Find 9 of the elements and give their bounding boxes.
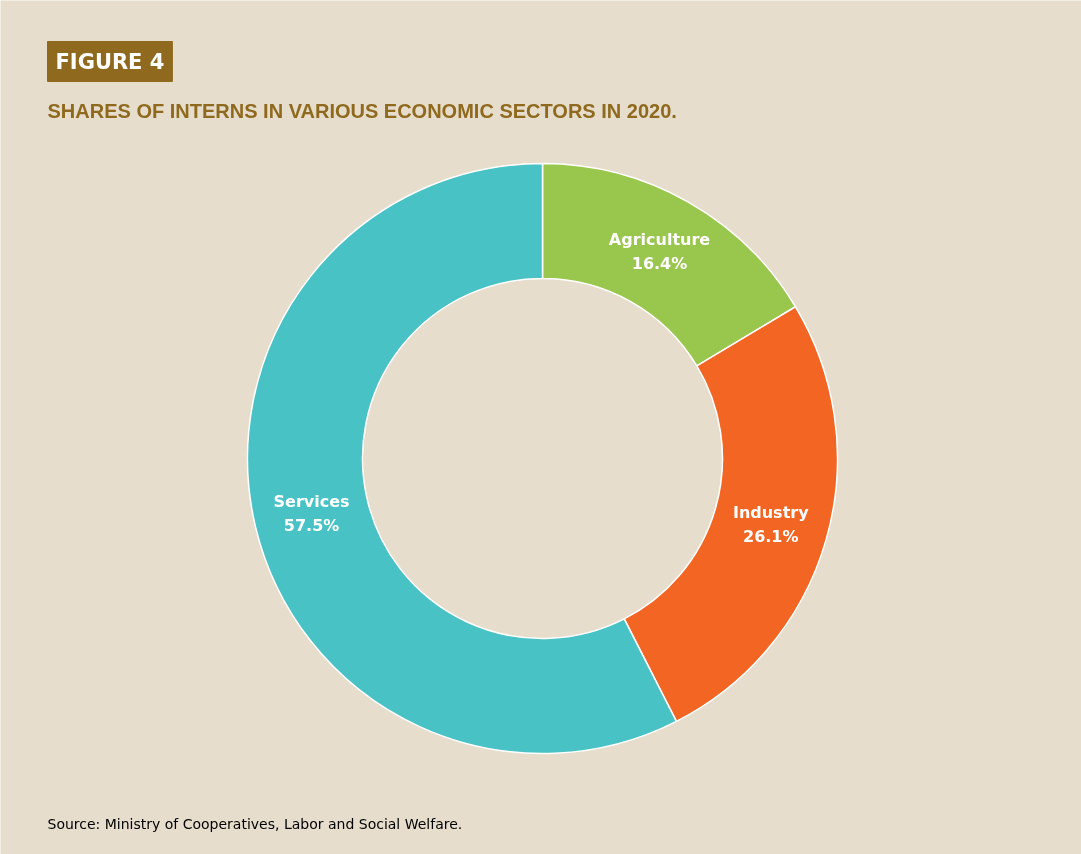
data-label: 16.4% — [631, 254, 688, 274]
data-label: 57.5% — [283, 516, 340, 536]
slice-label: Agriculture — [608, 230, 711, 250]
chart-title: FIGURE 4 — [55, 49, 165, 74]
source-note: Source: Ministry of Cooperatives, Labor and Social Welfare. — [47, 815, 463, 832]
slice-label: Industry — [732, 502, 810, 522]
data-label: 26.1% — [743, 526, 799, 546]
chart-subtitle: SHARES OF INTERNS IN VARIOUS ECONOMIC SECTORS IN 2020. — [47, 99, 677, 122]
slice-label: Services — [273, 492, 350, 512]
